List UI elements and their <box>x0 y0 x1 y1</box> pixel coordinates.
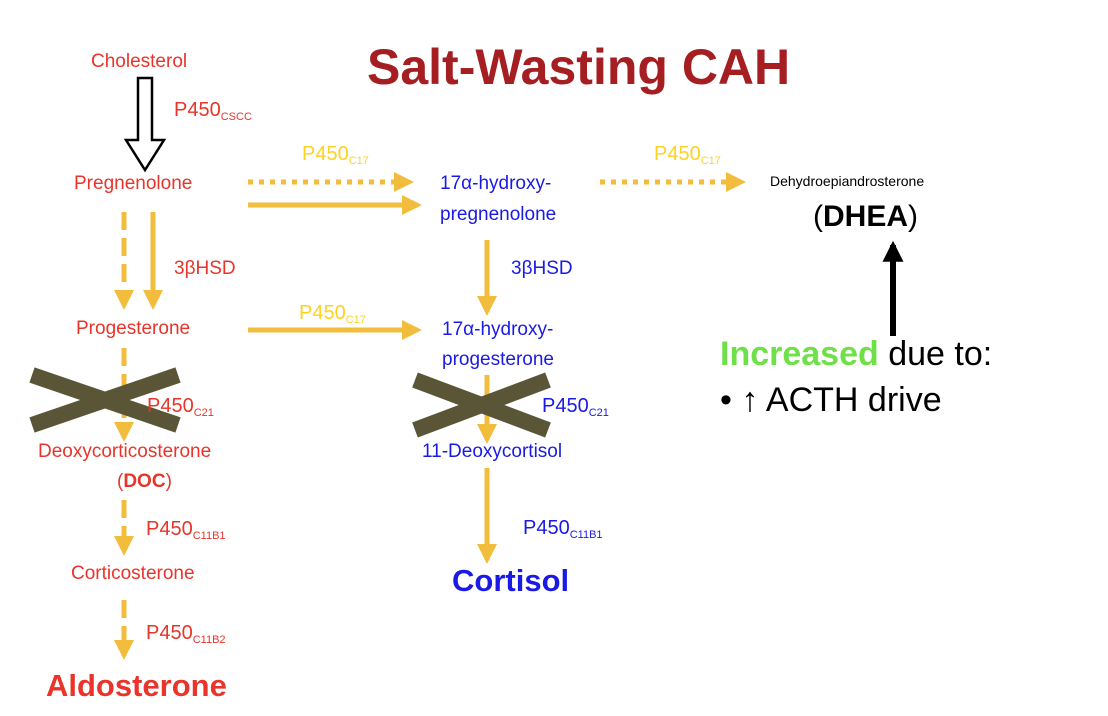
enzyme-p450-c21-left: P450C21 <box>147 395 214 419</box>
node-cholesterol: Cholesterol <box>91 51 188 72</box>
node-17a-hydroxyprogesterone-line2: progesterone <box>442 349 554 370</box>
node-doc: (DOC) <box>117 471 172 492</box>
node-corticosterone: Corticosterone <box>71 563 195 584</box>
block-x-c21-middle <box>412 372 551 438</box>
enzyme-p450-c21-middle: P450C21 <box>542 395 609 419</box>
enzyme-p450-cscc: P450CSCC <box>174 99 252 123</box>
node-progesterone: Progesterone <box>76 318 191 339</box>
page-title: Salt-Wasting CAH <box>367 39 791 95</box>
node-pregnenolone: Pregnenolone <box>74 173 193 194</box>
enzyme-p450-c11b1-middle: P450C11B1 <box>523 517 603 541</box>
note-increased-word: Increased <box>720 335 879 373</box>
note-increased: Increased due to: <box>720 335 993 373</box>
enzyme-p450-c17-right: P450C17 <box>654 143 721 167</box>
node-11-deoxycortisol: 11-Deoxycortisol <box>422 441 563 462</box>
node-dhea: (DHEA) <box>813 200 919 233</box>
node-dehydroepiandrosterone: Dehydroepiandrosterone <box>770 173 925 189</box>
enzyme-3bhsd-middle: 3βHSD <box>511 258 573 279</box>
enzyme-p450-c17-mid: P450C17 <box>299 302 366 326</box>
enzyme-p450-c11b2: P450C11B2 <box>146 622 226 646</box>
node-17a-hydroxypregnenolone-line1: 17α-hydroxy- <box>440 173 552 194</box>
enzyme-p450-c11b1-left: P450C11B1 <box>146 518 226 542</box>
node-cortisol: Cortisol <box>452 563 570 598</box>
node-deoxycorticosterone: Deoxycorticosterone <box>38 441 212 462</box>
enzyme-p450-c17-top: P450C17 <box>302 143 369 167</box>
node-aldosterone: Aldosterone <box>46 668 227 703</box>
node-17a-hydroxypregnenolone-line2: pregnenolone <box>440 204 557 225</box>
block-x-c21-left <box>29 367 181 433</box>
arrow-cholesterol-pregnenolone <box>123 76 167 173</box>
note-acth-drive: • ↑ ACTH drive <box>720 381 942 419</box>
enzyme-3bhsd-left: 3βHSD <box>174 258 236 279</box>
node-17a-hydroxyprogesterone-line1: 17α-hydroxy- <box>442 319 554 340</box>
